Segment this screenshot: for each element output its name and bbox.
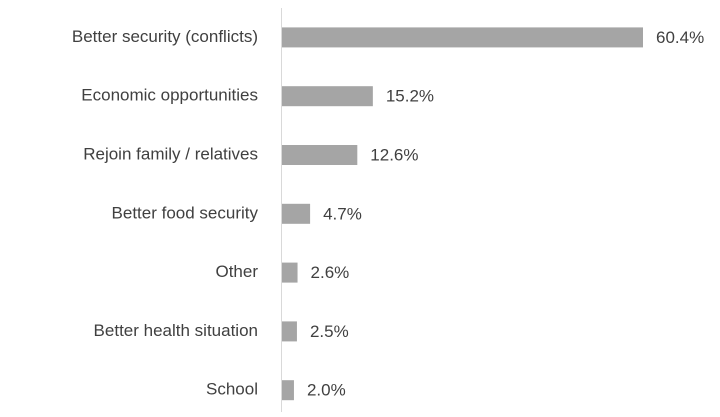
- category-label: Economic opportunities: [81, 86, 258, 105]
- category-label: School: [206, 380, 258, 399]
- bar: [282, 27, 643, 48]
- value-label: 60.4%: [656, 28, 704, 47]
- category-label: Better health situation: [94, 321, 258, 340]
- category-label: Other: [215, 262, 258, 281]
- bar: [282, 86, 373, 107]
- bar: [282, 380, 294, 401]
- value-label: 15.2%: [386, 87, 434, 106]
- category-label: Better food security: [112, 203, 259, 222]
- value-label: 2.6%: [311, 263, 350, 282]
- bar: [282, 262, 298, 283]
- value-label: 12.6%: [370, 145, 418, 164]
- bar: [282, 321, 297, 342]
- category-label: Rejoin family / relatives: [83, 144, 258, 163]
- value-label: 2.5%: [310, 322, 349, 341]
- category-label: Better security (conflicts): [72, 27, 258, 46]
- bar: [282, 145, 358, 165]
- value-label: 2.0%: [307, 381, 346, 400]
- bar: [282, 203, 311, 224]
- value-label: 4.7%: [323, 204, 362, 223]
